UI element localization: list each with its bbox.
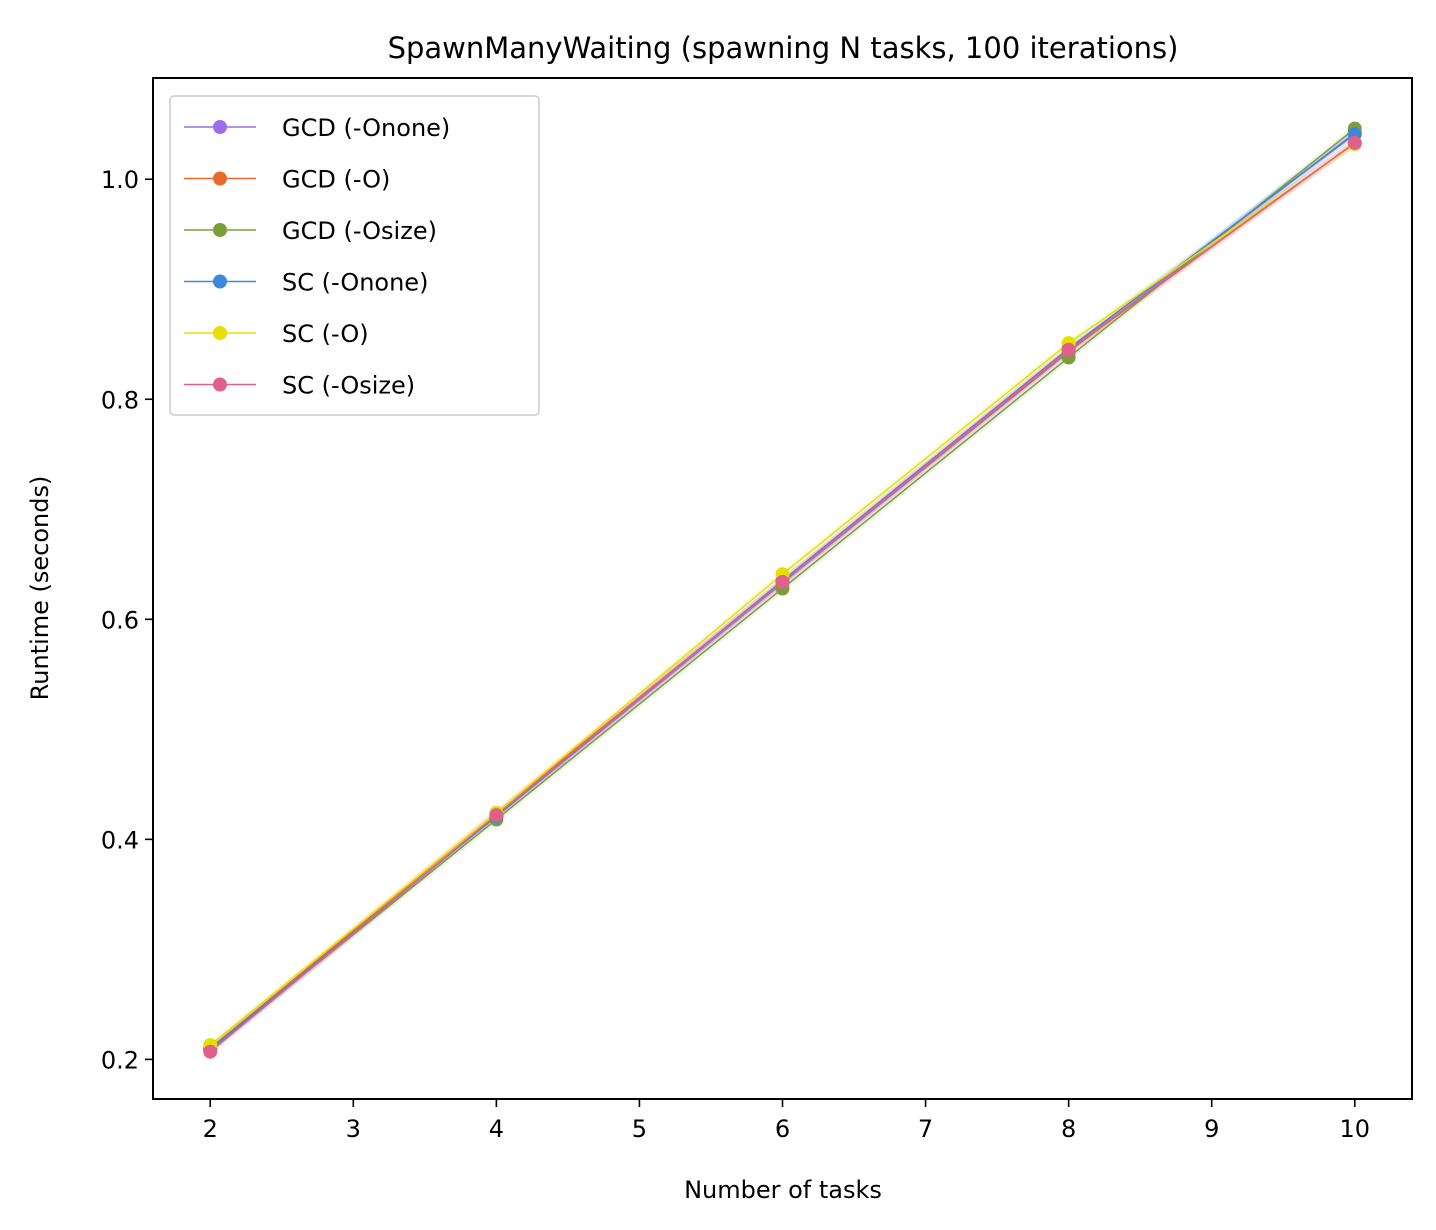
x-tick-label: 7 — [918, 1115, 933, 1143]
x-axis-label: Number of tasks — [684, 1176, 882, 1204]
series-points — [203, 121, 1362, 1059]
legend-marker — [213, 377, 227, 392]
legend-marker — [213, 120, 227, 134]
legend-marker — [213, 223, 227, 237]
x-tick-label: 8 — [1061, 1115, 1076, 1143]
legend-marker — [213, 171, 227, 186]
x-tick-label: 4 — [489, 1115, 504, 1143]
x-tick-label: 2 — [203, 1115, 218, 1143]
legend-marker — [213, 274, 227, 289]
y-tick-label: 0.6 — [101, 606, 139, 634]
y-axis-ticks: 0.2 0.4 0.6 0.8 1.0 — [101, 166, 153, 1074]
y-tick-label: 0.4 — [101, 826, 139, 854]
chart-title: SpawnManyWaiting (spawning N tasks, 100 … — [388, 31, 1179, 65]
x-tick-label: 5 — [632, 1115, 647, 1143]
legend-label: GCD (-O) — [282, 166, 390, 194]
data-point — [1061, 342, 1076, 357]
x-tick-label: 3 — [346, 1115, 361, 1143]
legend-marker — [213, 326, 227, 340]
legend-label: GCD (-Osize) — [282, 217, 437, 245]
x-tick-label: 6 — [775, 1115, 790, 1143]
data-point — [489, 808, 504, 823]
series-band — [210, 130, 1355, 1054]
y-axis-label: Runtime (seconds) — [26, 476, 54, 701]
legend-label: GCD (-Onone) — [282, 114, 450, 142]
legend-label: SC (-Osize) — [282, 372, 415, 400]
data-point — [203, 1044, 218, 1059]
y-tick-label: 1.0 — [101, 166, 139, 194]
y-tick-label: 0.2 — [101, 1046, 139, 1074]
x-axis-ticks: 2 3 4 5 6 7 8 9 10 — [203, 1099, 1370, 1143]
legend-box — [169, 95, 540, 416]
y-tick-label: 0.8 — [101, 386, 139, 414]
legend: GCD (-Onone) GCD (-O) GCD (-Osize) SC (-Ono… — [169, 95, 540, 416]
legend-label: SC (-Onone) — [282, 269, 428, 297]
x-tick-label: 10 — [1339, 1115, 1370, 1143]
data-point — [1347, 135, 1362, 150]
data-point — [775, 574, 790, 589]
legend-label: SC (-O) — [282, 320, 369, 348]
x-tick-label: 9 — [1204, 1115, 1219, 1143]
